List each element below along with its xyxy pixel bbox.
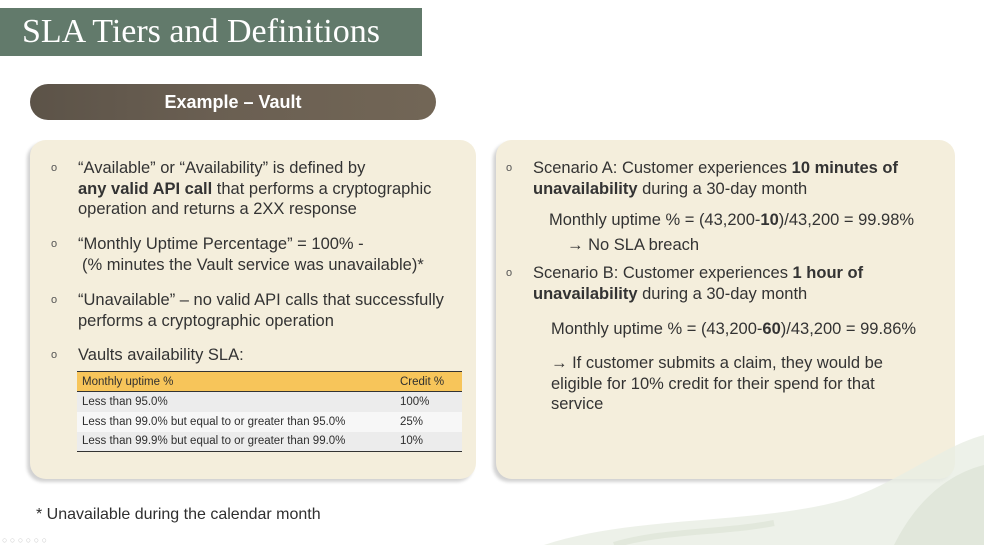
- header-monthly-uptime: Monthly uptime %: [77, 371, 395, 392]
- table-cell: Less than 99.0% but equal to or greater …: [77, 411, 395, 432]
- section-label: Example – Vault: [30, 84, 436, 120]
- bullet-unavailable: o “Unavailable” – no valid API calls tha…: [51, 290, 444, 331]
- calc-a-part-1: Monthly uptime % = (43,200-: [549, 211, 761, 229]
- bullet-icon: o: [51, 349, 58, 361]
- scenario-b-result-line-1: → If customer submits a claim, they woul…: [551, 354, 883, 372]
- uptime-line-2: (% minutes the Vault service was unavail…: [82, 255, 424, 274]
- presentation-toolbar[interactable]: ○ ○ ○ ○ ○ ○: [2, 535, 48, 545]
- unavailable-line-1: “Unavailable” – no valid API calls that …: [78, 291, 444, 309]
- footnote: * Unavailable during the calendar month: [36, 506, 321, 523]
- table-row: Less than 99.9% but equal to or greater …: [77, 431, 462, 452]
- available-line-1: “Available” or “Availability” is defined…: [78, 159, 366, 177]
- scenario-b-period: during a 30-day month: [637, 284, 808, 303]
- bullet-vault-sla: o Vaults availability SLA:: [51, 345, 244, 366]
- scenario-b-line-1: Scenario B: Customer experiences 1 hour …: [533, 263, 863, 284]
- scenario-b-unavailability: unavailability: [533, 284, 638, 303]
- header-credit: Credit %: [395, 371, 462, 392]
- available-line-2: any valid API call that performs a crypt…: [78, 179, 431, 200]
- scenario-a-result: → No SLA breach: [567, 236, 700, 254]
- table-row: Less than 99.0% but equal to or greater …: [77, 411, 462, 432]
- scenario-b-duration: 1 hour of: [792, 264, 864, 282]
- table-cell: 25%: [395, 411, 462, 432]
- table-row: Less than 95.0% 100%: [77, 391, 462, 412]
- scenario-a-unavailability: unavailability: [533, 179, 638, 198]
- scenario-a: o Scenario A: Customer experiences 10 mi…: [506, 158, 898, 200]
- scenario-b: o Scenario B: Customer experiences 1 hou…: [506, 263, 863, 305]
- table-header-row: Monthly uptime % Credit %: [77, 371, 462, 392]
- scenario-a-duration: 10 minutes of: [791, 159, 898, 177]
- bullet-icon: o: [506, 267, 513, 279]
- scenario-b-line-2: unavailability during a 30-day month: [533, 284, 863, 305]
- table-cell: Less than 99.9% but equal to or greater …: [77, 431, 395, 452]
- unavailable-line-2: performs a cryptographic operation: [78, 311, 334, 330]
- scenarios-card: o Scenario A: Customer experiences 10 mi…: [496, 140, 955, 479]
- calc-b-minutes: 60: [762, 320, 781, 338]
- scenario-a-calculation: Monthly uptime % = (43,200-10)/43,200 = …: [549, 210, 914, 231]
- bullet-monthly-uptime: o “Monthly Uptime Percentage” = 100% - (…: [51, 234, 424, 275]
- calc-b-part-1: Monthly uptime % = (43,200-: [551, 320, 763, 338]
- scenario-a-line-2: unavailability during a 30-day month: [533, 179, 898, 200]
- scenario-b-intro: Scenario B: Customer experiences: [533, 264, 793, 282]
- definitions-card: o “Available” or “Availability” is defin…: [30, 140, 476, 479]
- bullet-icon: o: [51, 238, 58, 250]
- bullet-icon: o: [51, 162, 58, 174]
- scenario-b-calculation: Monthly uptime % = (43,200-60)/43,200 = …: [551, 319, 916, 340]
- scenario-b-result-line-3: service: [551, 395, 604, 413]
- available-line-2-rest: that performs a cryptographic: [212, 179, 432, 198]
- bullet-available: o “Available” or “Availability” is defin…: [51, 158, 431, 220]
- scenario-b-result-line-2: eligible for 10% credit for their spend …: [551, 374, 875, 393]
- bullet-icon: o: [51, 294, 58, 306]
- available-line-3: operation and returns a 2XX response: [78, 200, 357, 218]
- slide-title: SLA Tiers and Definitions: [0, 8, 422, 56]
- table-cell: Less than 95.0%: [77, 391, 395, 412]
- table-cell: 100%: [395, 391, 462, 412]
- uptime-line-1: “Monthly Uptime Percentage” = 100% -: [78, 235, 364, 253]
- calc-a-minutes: 10: [760, 211, 779, 229]
- calc-b-part-3: )/43,200 = 99.86%: [780, 320, 917, 338]
- scenario-a-intro: Scenario A: Customer experiences: [533, 159, 792, 177]
- sla-credit-table: Monthly uptime % Credit % Less than 95.0…: [77, 371, 462, 452]
- valid-api-call-text: any valid API call: [78, 179, 213, 198]
- scenario-b-result: → If customer submits a claim, they woul…: [551, 353, 883, 415]
- scenario-a-period: during a 30-day month: [637, 179, 808, 198]
- table-cell: 10%: [395, 431, 462, 452]
- bullet-icon: o: [506, 162, 513, 174]
- calc-a-part-3: )/43,200 = 99.98%: [778, 211, 915, 229]
- vault-sla-label: Vaults availability SLA:: [78, 346, 244, 364]
- scenario-a-line-1: Scenario A: Customer experiences 10 minu…: [533, 158, 898, 179]
